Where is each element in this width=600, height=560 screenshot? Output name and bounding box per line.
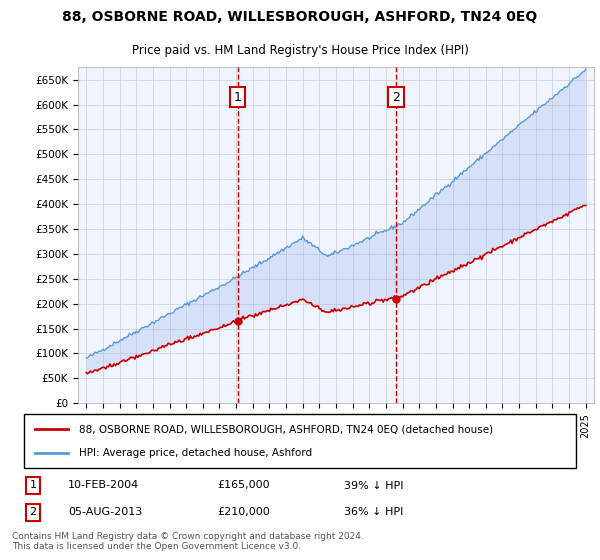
Text: Contains HM Land Registry data © Crown copyright and database right 2024.
This d: Contains HM Land Registry data © Crown c…	[12, 532, 364, 552]
Text: 36% ↓ HPI: 36% ↓ HPI	[344, 507, 404, 517]
Text: 05-AUG-2013: 05-AUG-2013	[68, 507, 142, 517]
Text: 1: 1	[234, 91, 242, 104]
Text: 1: 1	[29, 480, 37, 491]
Text: 2: 2	[29, 507, 37, 517]
Text: 10-FEB-2004: 10-FEB-2004	[68, 480, 139, 491]
Text: Price paid vs. HM Land Registry's House Price Index (HPI): Price paid vs. HM Land Registry's House …	[131, 44, 469, 57]
Text: 2: 2	[392, 91, 400, 104]
Text: 88, OSBORNE ROAD, WILLESBOROUGH, ASHFORD, TN24 0EQ: 88, OSBORNE ROAD, WILLESBOROUGH, ASHFORD…	[62, 10, 538, 24]
Text: HPI: Average price, detached house, Ashford: HPI: Average price, detached house, Ashf…	[79, 447, 313, 458]
Text: £210,000: £210,000	[217, 507, 270, 517]
Text: 39% ↓ HPI: 39% ↓ HPI	[344, 480, 404, 491]
Text: £165,000: £165,000	[217, 480, 270, 491]
FancyBboxPatch shape	[24, 414, 576, 468]
Text: 88, OSBORNE ROAD, WILLESBOROUGH, ASHFORD, TN24 0EQ (detached house): 88, OSBORNE ROAD, WILLESBOROUGH, ASHFORD…	[79, 424, 493, 435]
